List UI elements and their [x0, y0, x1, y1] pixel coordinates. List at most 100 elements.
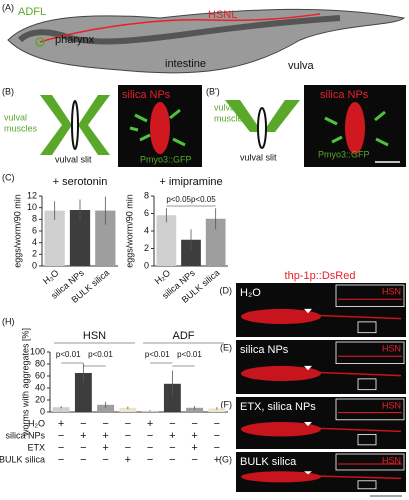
- condition-label: ETX, silica NPs: [240, 401, 316, 413]
- y-tick-label: 2: [32, 249, 37, 259]
- panel-label: (F): [221, 399, 233, 409]
- condition-sign: −: [147, 454, 153, 466]
- slit-label: vulval slit: [240, 152, 277, 162]
- vulva-label: vulva: [288, 60, 315, 72]
- condition-sign: +: [214, 454, 220, 466]
- bar: [97, 404, 115, 412]
- condition-sign: +: [58, 418, 64, 430]
- condition-sign: −: [214, 418, 220, 430]
- panel-label: (G): [219, 454, 232, 464]
- condition-sign: −: [147, 430, 153, 442]
- y-axis-label: eggs/worm/90 min: [124, 194, 134, 268]
- panel-label: (B'): [206, 86, 220, 96]
- y-tick-label: 40: [35, 382, 45, 392]
- reporter-label: thp-1p::DsRed: [285, 270, 356, 282]
- condition-sign: −: [80, 454, 86, 466]
- y-tick-label: 8: [32, 214, 37, 224]
- condition-sign: −: [169, 442, 175, 454]
- muscle-label: vulval: [214, 102, 237, 112]
- axon-signal: [315, 371, 402, 377]
- chart-title: + serotonin: [53, 176, 108, 188]
- condition-sign: −: [169, 454, 175, 466]
- neuron-label: HSN: [382, 286, 401, 296]
- condition-sign: −: [214, 442, 220, 454]
- y-tick-label: 6: [144, 208, 149, 218]
- condition-label: H₂O: [240, 287, 261, 299]
- y-tick-label: 60: [35, 370, 45, 380]
- condition-sign: −: [191, 418, 197, 430]
- x-tick-label: H₂O: [153, 268, 172, 287]
- condition-sign: +: [80, 430, 86, 442]
- inset: [335, 341, 405, 365]
- roi: [357, 480, 377, 490]
- condition-sign: −: [191, 454, 197, 466]
- worm-signal: [241, 421, 321, 437]
- bar: [181, 239, 201, 266]
- intestine-shape: [17, 15, 341, 45]
- muscle-left: [40, 95, 72, 155]
- bar: [74, 373, 92, 412]
- condition-sign: −: [169, 418, 175, 430]
- hsnl-label: HSNL: [208, 9, 237, 21]
- condition-sign: −: [125, 430, 131, 442]
- condition-sign: −: [125, 442, 131, 454]
- annotation: p<0.01: [56, 350, 81, 359]
- bar: [52, 407, 70, 412]
- slit: [71, 100, 79, 150]
- bar: [205, 218, 226, 266]
- y-tick-label: 0: [32, 260, 37, 270]
- neuron-label: HSN: [382, 400, 401, 410]
- condition-sign: −: [58, 430, 64, 442]
- panel-label: (C): [2, 172, 15, 182]
- y-axis-label: eggs/worm/90 min: [12, 194, 22, 268]
- axon-signal: [315, 427, 402, 433]
- panel-label: (B): [2, 86, 14, 96]
- bar: [44, 210, 65, 266]
- y-axis-label: worms with aggregates [%]: [20, 328, 30, 437]
- bar: [69, 210, 91, 266]
- bar: [163, 383, 181, 412]
- y-tick-label: 0: [40, 406, 45, 416]
- hsnl-axon: [39, 13, 321, 43]
- condition-sign: +: [125, 454, 131, 466]
- worm: [7, 8, 406, 74]
- adfl-cell: [35, 37, 45, 47]
- annotation: p<0.05: [166, 195, 191, 204]
- condition-sign: +: [102, 442, 108, 454]
- panel-label: (H): [2, 316, 15, 326]
- annotation: p<0.01: [145, 350, 170, 359]
- gfp-signal: [129, 108, 186, 147]
- roi: [357, 434, 377, 446]
- gfp-label: Pmyo3::GFP: [318, 149, 370, 159]
- vulva-marker: [304, 471, 312, 475]
- condition-sign: +: [169, 430, 175, 442]
- bar: [156, 215, 177, 266]
- group-label: HSN: [83, 330, 106, 342]
- vulva-signal: [345, 102, 365, 154]
- vulva-signal: [150, 102, 170, 154]
- inset: [335, 284, 405, 308]
- condition-sign: −: [125, 418, 131, 430]
- bar: [95, 210, 116, 266]
- y-tick-label: 4: [144, 225, 149, 235]
- y-tick-label: 10: [27, 202, 37, 212]
- roi: [357, 321, 377, 334]
- annotation: p<0.05: [191, 195, 216, 204]
- chart-title: + imipramine: [159, 176, 222, 188]
- condition-label: H₂O: [28, 418, 45, 428]
- y-tick-label: 20: [35, 394, 45, 404]
- muscle-label: muscles: [4, 123, 38, 133]
- vulva-marker: [304, 365, 312, 371]
- condition-sign: −: [102, 454, 108, 466]
- neuron-label: HSN: [382, 455, 401, 465]
- slit: [257, 107, 267, 149]
- condition-sign: +: [102, 430, 108, 442]
- condition-sign: +: [191, 442, 197, 454]
- y-tick-label: 6: [32, 225, 37, 235]
- condition-sign: −: [147, 442, 153, 454]
- condition-sign: −: [102, 418, 108, 430]
- condition-sign: −: [80, 442, 86, 454]
- y-tick-label: 4: [32, 237, 37, 247]
- bar: [208, 408, 226, 412]
